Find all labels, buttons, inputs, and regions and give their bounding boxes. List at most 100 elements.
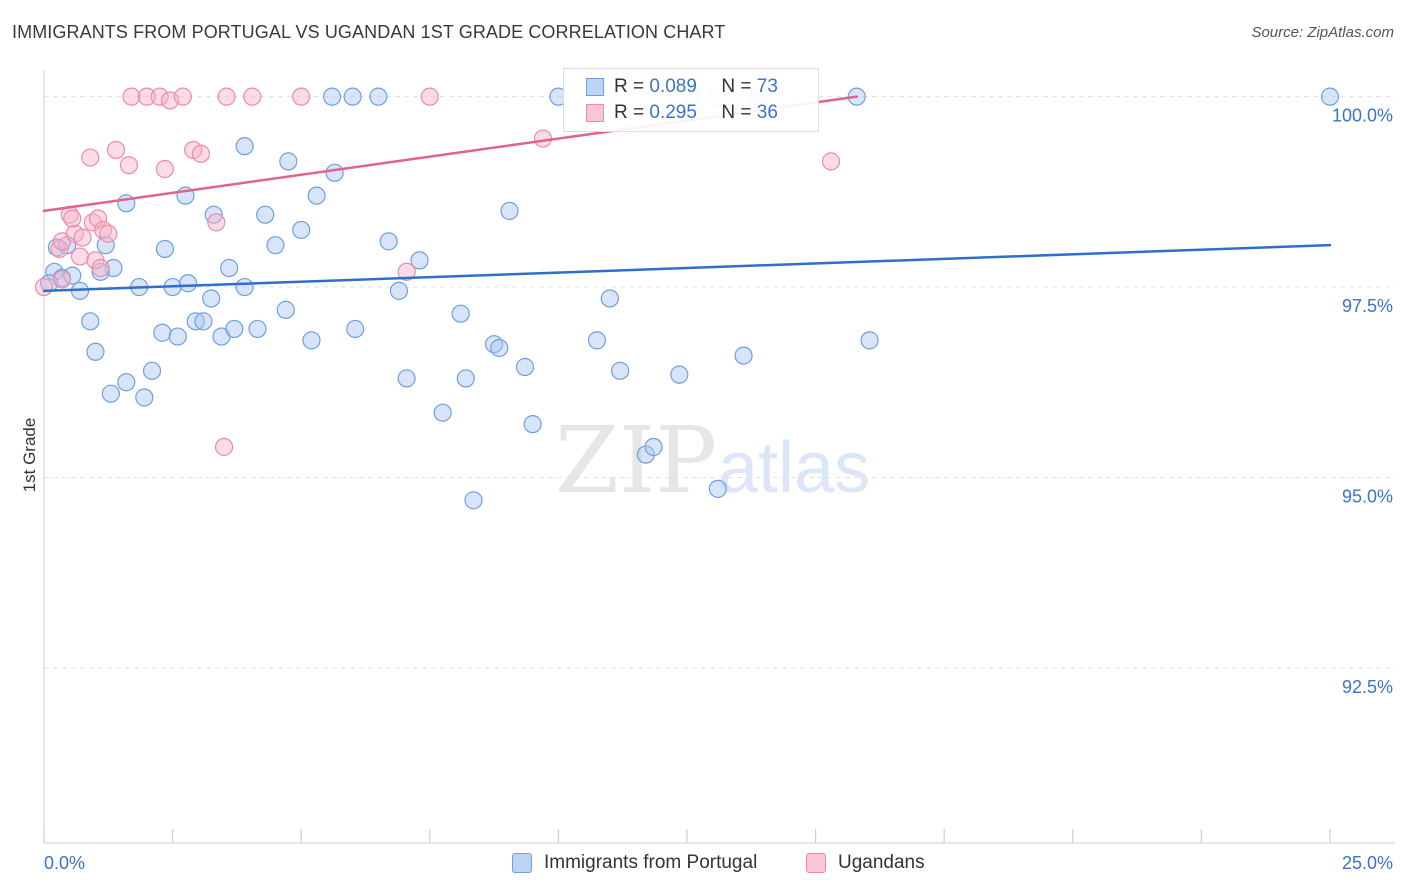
point-ugandans (106, 140, 126, 160)
x-tick-label: 0.0% (44, 853, 85, 873)
point-portugal (91, 262, 110, 281)
point-portugal (117, 373, 136, 392)
point-ugandans (137, 87, 156, 106)
point-portugal (302, 331, 321, 350)
legend-swatch-pink (586, 104, 604, 122)
point-portugal (235, 277, 254, 297)
point-ugandans (99, 224, 118, 243)
point-portugal (194, 312, 213, 331)
point-ugandans (155, 159, 174, 179)
point-portugal (186, 312, 205, 331)
point-portugal (389, 281, 409, 300)
point-ugandans (52, 270, 72, 289)
series-swatch-blue (512, 853, 532, 873)
point-portugal (346, 319, 365, 339)
point-portugal (397, 369, 416, 388)
point-portugal (708, 479, 727, 498)
point-ugandans (533, 129, 553, 148)
point-ugandans (420, 87, 439, 106)
series-legend-portugal[interactable]: Immigrants from Portugal (512, 852, 757, 874)
tick-labels: 92.5% 95.0% 97.5% 100.0% 0.0% 25.0% (44, 106, 1393, 873)
point-portugal (178, 274, 198, 293)
point-portugal (644, 437, 663, 457)
point-portugal (611, 361, 630, 380)
point-ugandans (70, 247, 90, 266)
point-portugal (63, 266, 82, 285)
legend-r-label: R = (614, 102, 645, 123)
point-portugal (96, 236, 115, 255)
point-portugal (369, 87, 388, 106)
point-ugandans (207, 213, 226, 232)
point-ugandans (173, 87, 192, 106)
point-portugal (515, 357, 535, 377)
y-tick-label: 97.5% (1342, 296, 1393, 316)
point-portugal (410, 251, 429, 270)
point-portugal (248, 319, 267, 339)
point-portugal (153, 323, 172, 342)
point-ugandans (119, 156, 138, 175)
point-portugal (490, 338, 509, 358)
point-ugandans (73, 228, 92, 247)
point-portugal (155, 239, 174, 259)
point-ugandans (397, 262, 416, 281)
point-portugal (225, 319, 244, 339)
y-tick-label: 95.0% (1342, 486, 1393, 506)
series-swatch-pink (806, 853, 826, 873)
point-portugal (456, 369, 475, 388)
series-label-portugal: Immigrants from Portugal (544, 852, 758, 873)
point-portugal (135, 388, 154, 407)
legend-r-value-portugal: 0.089 (649, 76, 697, 97)
point-portugal (500, 201, 519, 220)
point-portugal (86, 342, 105, 361)
point-portugal (220, 258, 239, 278)
axes (43, 70, 1395, 844)
point-portugal (142, 361, 162, 380)
point-portugal (343, 87, 362, 106)
point-portugal (451, 304, 470, 323)
point-ugandans (150, 87, 169, 106)
point-ugandans (88, 209, 108, 228)
point-portugal (168, 327, 187, 346)
point-portugal (379, 232, 398, 251)
point-portugal (325, 163, 344, 182)
point-portugal (279, 152, 298, 171)
x-tick-label: 25.0% (1342, 853, 1393, 873)
legend-row-ugandans: R = 0.295 N = 36 (586, 101, 778, 125)
legend-r-value-ugandans: 0.295 (649, 102, 697, 123)
watermark-atlas: atlas (718, 428, 870, 508)
y-axis-label: 1st Grade (20, 418, 39, 493)
point-portugal (292, 220, 311, 240)
point-portugal (734, 346, 753, 365)
point-ugandans (214, 437, 234, 457)
legend-swatch-blue (586, 78, 604, 96)
point-ugandans (91, 258, 110, 278)
point-ugandans (81, 148, 100, 167)
point-portugal (266, 236, 285, 255)
source-credit: Source: ZipAtlas.com (1251, 24, 1394, 41)
watermark-zip: ZIP (555, 407, 717, 514)
y-tick-label: 100.0% (1332, 106, 1393, 126)
correlation-legend: R = 0.089 N = 73 R = 0.295 N = 36 (563, 68, 819, 132)
point-ugandans (243, 87, 262, 106)
point-ugandans (34, 277, 54, 297)
point-portugal (636, 445, 655, 464)
point-portugal (256, 205, 275, 224)
legend-n-label: N = (721, 76, 752, 97)
point-portugal (464, 491, 483, 510)
legend-r-label: R = (614, 76, 645, 97)
legend-row-portugal: R = 0.089 N = 73 (586, 75, 778, 99)
series-label-ugandans: Ugandans (838, 852, 925, 873)
point-ugandans (63, 209, 82, 228)
point-ugandans (821, 152, 841, 171)
trendline-portugal (42, 243, 1332, 293)
point-portugal (670, 365, 689, 384)
point-ugandans (122, 87, 141, 106)
point-portugal (1320, 87, 1340, 106)
legend-n-value-portugal: 73 (756, 76, 778, 97)
data-points (34, 87, 1340, 510)
legend-n-label: N = (721, 102, 752, 123)
point-portugal (600, 289, 619, 308)
series-legend-ugandans[interactable]: Ugandans (806, 852, 925, 874)
point-ugandans (217, 87, 236, 106)
